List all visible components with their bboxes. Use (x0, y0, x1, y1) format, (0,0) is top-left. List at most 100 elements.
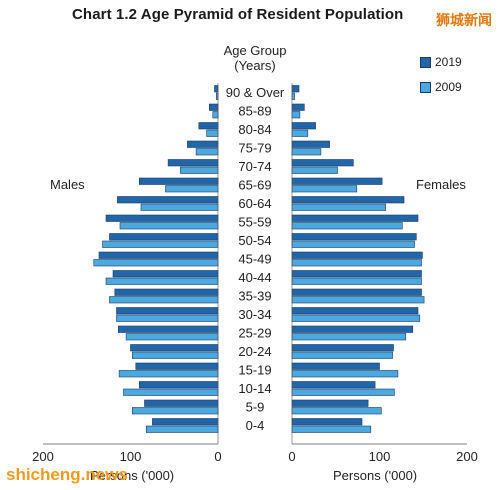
age-label-1: 85-89 (238, 104, 271, 119)
bar-females-2009-18 (291, 425, 372, 433)
legend-item-2009: 2009 (420, 80, 462, 94)
age-label-7: 55-59 (238, 215, 271, 230)
bar-males-2019-8 (109, 233, 219, 241)
bar-females-2019-12 (291, 307, 419, 315)
bar-males-2009-17 (132, 407, 219, 415)
x-axis-title-left: Persons ('000) (90, 468, 175, 483)
bar-females-2009-2 (291, 129, 309, 137)
bar-males-2009-11 (109, 296, 219, 304)
bar-males-2019-16 (139, 381, 219, 389)
tick-right-1: 100 (369, 449, 391, 464)
bar-females-2019-4 (291, 159, 354, 167)
bar-females-2009-7 (291, 222, 403, 230)
bar-females-2009-13 (291, 333, 407, 341)
age-label-16: 10-14 (238, 381, 271, 396)
bar-females-2009-8 (291, 240, 415, 248)
age-label-5: 65-69 (238, 178, 271, 193)
bar-males-2019-15 (135, 362, 219, 370)
males-label: Males (50, 177, 85, 192)
bar-males-2009-5 (165, 185, 219, 193)
bar-females-2009-12 (291, 314, 421, 322)
age-label-17: 5-9 (246, 400, 265, 415)
age-group-header-line2: (Years) (234, 58, 276, 73)
bar-males-2009-7 (119, 222, 219, 230)
bar-females-2019-6 (291, 196, 405, 204)
bar-males-2019-3 (187, 140, 219, 148)
bar-males-2019-9 (98, 251, 219, 259)
bar-males-2009-12 (116, 314, 219, 322)
bar-females-2009-1 (291, 111, 301, 119)
bar-females-2009-5 (291, 185, 358, 193)
bar-females-2019-16 (291, 381, 376, 389)
bar-males-2019-10 (112, 270, 219, 278)
tick-right-0: 200 (456, 449, 478, 464)
age-label-10: 40-44 (238, 270, 271, 285)
bar-females-2019-3 (291, 140, 330, 148)
age-label-9: 45-49 (238, 252, 271, 267)
bar-females-2009-10 (291, 277, 422, 285)
females-label: Females (416, 177, 466, 192)
age-label-6: 60-64 (238, 196, 271, 211)
age-label-3: 75-79 (238, 141, 271, 156)
bar-males-2009-9 (93, 259, 219, 267)
legend-label-2009: 2009 (435, 80, 462, 94)
bar-males-2019-5 (139, 177, 219, 185)
bar-males-2009-8 (102, 240, 219, 248)
bar-females-2019-11 (291, 288, 422, 296)
bar-males-2009-16 (123, 388, 219, 396)
bar-females-2019-14 (291, 344, 394, 352)
legend-item-2019: 2019 (420, 55, 462, 69)
bar-females-2009-4 (291, 166, 338, 174)
bar-males-2009-13 (125, 333, 219, 341)
bar-males-2009-1 (212, 111, 219, 119)
bar-females-2019-7 (291, 214, 419, 222)
bar-females-2019-0 (291, 85, 300, 93)
tick-right-2: 0 (288, 449, 295, 464)
bar-males-2019-18 (152, 418, 219, 426)
bar-males-2019-1 (209, 103, 219, 111)
chart-title: Chart 1.2 Age Pyramid of Resident Popula… (72, 6, 404, 23)
bar-males-2009-3 (195, 148, 219, 156)
bar-males-2019-4 (167, 159, 219, 167)
bar-females-2009-9 (291, 259, 422, 267)
bar-males-2019-2 (198, 122, 219, 130)
age-label-18: 0-4 (246, 418, 265, 433)
bar-females-2019-9 (291, 251, 423, 259)
bar-females-2019-17 (291, 399, 369, 407)
bar-males-2009-14 (132, 351, 219, 359)
bar-males-2009-6 (140, 203, 219, 211)
bar-males-2009-18 (146, 425, 219, 433)
bar-females-2009-14 (291, 351, 393, 359)
tick-left-2: 0 (214, 449, 221, 464)
bar-females-2019-8 (291, 233, 417, 241)
bar-males-2019-11 (114, 288, 219, 296)
bar-males-2019-0 (214, 85, 219, 93)
bar-females-2019-15 (291, 362, 380, 370)
bar-females-2009-17 (291, 407, 382, 415)
bar-males-2009-15 (118, 370, 219, 378)
age-label-4: 70-74 (238, 159, 271, 174)
tick-left-0: 200 (32, 449, 54, 464)
legend-swatch-2019 (420, 57, 431, 69)
watermark-top: 狮城新闻 (436, 12, 492, 28)
bar-females-2019-10 (291, 270, 422, 278)
bar-males-2019-14 (130, 344, 219, 352)
bar-males-2019-12 (116, 307, 219, 315)
age-label-0: 90 & Over (226, 85, 285, 100)
bar-females-2019-13 (291, 325, 414, 333)
legend-label-2019: 2019 (435, 55, 462, 69)
bar-females-2019-18 (291, 418, 363, 426)
bar-females-2009-15 (291, 370, 399, 378)
watermark-bottom: shicheng.news (6, 465, 128, 484)
age-label-15: 15-19 (238, 363, 271, 378)
age-group-header: Age Group (Years) (205, 43, 305, 73)
tick-left-1: 100 (120, 449, 142, 464)
age-label-14: 20-24 (238, 344, 271, 359)
bar-males-2019-6 (117, 196, 219, 204)
bar-females-2009-16 (291, 388, 395, 396)
bar-females-2009-3 (291, 148, 322, 156)
age-label-2: 80-84 (238, 122, 271, 137)
legend-swatch-2009 (420, 82, 431, 94)
age-group-header-line1: Age Group (223, 43, 287, 58)
